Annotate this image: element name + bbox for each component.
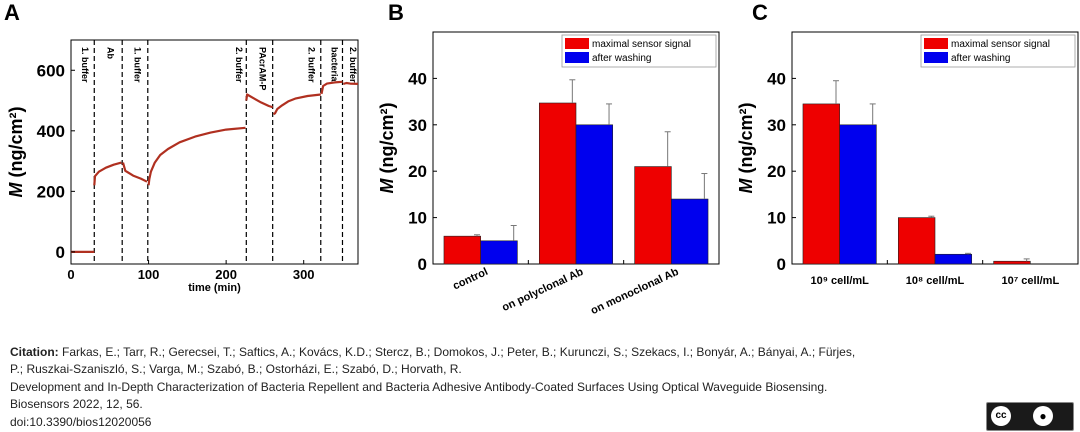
y-tick-label: 10 — [408, 209, 427, 228]
y-tick-label: 0 — [777, 255, 786, 274]
citation-label: Citation: — [10, 345, 59, 359]
phase-label: 2. buffer — [348, 47, 358, 83]
panel-label-a: A — [4, 0, 20, 25]
phase-label: 2. buffer — [306, 47, 316, 83]
data-line-segment — [93, 161, 122, 186]
y-tick-label: 20 — [767, 162, 786, 181]
bar — [934, 253, 973, 265]
bar — [897, 217, 936, 265]
x-tick-label: 100 — [138, 267, 160, 282]
x-category-label: 10⁸ cell/mL — [906, 275, 965, 287]
citation-title: Development and In-Depth Characterizatio… — [10, 379, 828, 394]
y-axis-label: M (ng/cm²) — [6, 107, 26, 198]
y-tick-label: 0 — [418, 255, 427, 274]
y-axis-label: M (ng/cm²) — [377, 103, 397, 194]
legend-swatch — [565, 38, 589, 49]
citation-authors-line1: Farkas, E.; Tarr, R.; Gerecsei, T.; Saft… — [62, 345, 856, 359]
panel-c: C 10⁹ cell/mL 10⁸ cell/mL 10⁷ cell/mL 0 10 20… — [736, 0, 1079, 287]
phase-label: Ab — [105, 47, 115, 59]
y-tick-label: 40 — [408, 69, 427, 88]
bar — [634, 166, 672, 265]
phase-label: 1. buffer — [80, 47, 90, 83]
legend-swatch — [924, 38, 948, 49]
data-line-segment — [147, 126, 246, 186]
y-tick-label: 400 — [37, 122, 65, 141]
cc-by-license-badge[interactable]: cc ● — [986, 402, 1074, 431]
panel-b: B control on polyclonal Ab on monoclonal A… — [377, 0, 720, 317]
phase-label: PAcrAM-P — [257, 47, 267, 90]
panel-label-b: B — [388, 0, 404, 25]
data-line-segment — [272, 93, 321, 116]
bar — [802, 103, 840, 265]
phase-label: 1. buffer — [133, 47, 143, 83]
x-category-label: on monoclonal Ab — [589, 266, 681, 317]
citation-authors-1: Citation: Farkas, E.; Tarr, R.; Gerecsei… — [10, 344, 1070, 361]
x-category-label: 10⁷ cell/mL — [1001, 275, 1059, 287]
legend-swatch — [565, 52, 589, 63]
bar — [443, 235, 481, 265]
legend-entry: after washing — [951, 53, 1010, 64]
data-line-segment — [245, 93, 274, 109]
legend-entry: maximal sensor signal — [951, 39, 1050, 50]
data-line-segment — [320, 80, 343, 95]
bar — [575, 124, 614, 265]
x-category-label: control — [451, 266, 490, 293]
x-tick-label: 200 — [215, 267, 237, 282]
bar — [671, 198, 709, 265]
bar — [993, 260, 1031, 265]
cc-icon: cc — [991, 406, 1011, 426]
y-tick-label: 600 — [37, 61, 65, 80]
bar — [538, 102, 577, 265]
phase-label: bacteria — [330, 47, 340, 83]
legend-swatch — [924, 52, 948, 63]
phase-label: 2. buffer — [234, 47, 244, 83]
panel-label-c: C — [752, 0, 768, 25]
panel-a: A 1. buffer Ab 1. buffer 2. buffer PAcrAM-P 2… — [4, 0, 359, 294]
data-line-segment — [121, 162, 148, 183]
y-tick-label: 200 — [37, 182, 65, 201]
y-axis-label: M (ng/cm²) — [736, 103, 756, 194]
y-tick-label: 40 — [767, 69, 786, 88]
x-axis-label: time (min) — [188, 282, 241, 294]
y-tick-label: 0 — [56, 243, 65, 262]
bar — [839, 124, 877, 265]
legend-entry: after washing — [592, 53, 651, 64]
by-person-icon: ● — [1033, 406, 1053, 426]
legend-entry: maximal sensor signal — [592, 39, 691, 50]
citation-block: Citation: Farkas, E.; Tarr, R.; Gerecsei… — [10, 344, 1070, 431]
data-line-segment — [342, 81, 359, 85]
x-category-label: on polyclonal Ab — [500, 266, 585, 314]
y-tick-label: 30 — [408, 116, 427, 135]
bar — [480, 240, 518, 265]
citation-journal: Biosensors 2022, 12, 56. — [10, 397, 143, 412]
x-category-label: 10⁹ cell/mL — [810, 275, 869, 287]
y-tick-label: 30 — [767, 116, 786, 135]
citation-doi[interactable]: doi:10.3390/bios12020056 — [10, 414, 152, 429]
y-tick-label: 10 — [767, 209, 786, 228]
citation-authors-line2: P.; Ruszkai-Szaniszló, S.; Varga, M.; Sz… — [10, 362, 462, 377]
y-tick-label: 20 — [408, 162, 427, 181]
x-tick-label: 300 — [293, 267, 315, 282]
plot-area-a — [70, 39, 359, 265]
x-tick-label: 0 — [67, 267, 74, 282]
